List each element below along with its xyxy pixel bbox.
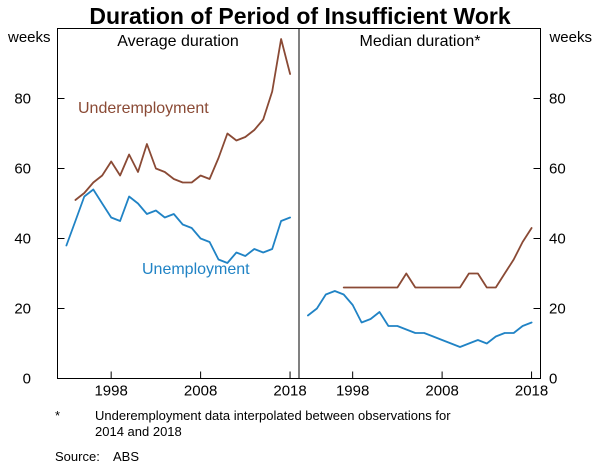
panel-label-median: Median duration*: [359, 33, 481, 50]
y-tick-label-left: 40: [14, 231, 31, 248]
y-tick-label-right: 0: [549, 371, 557, 388]
footnote-text-line2: 2014 and 2018: [95, 424, 182, 439]
y-tick-label-right: 20: [549, 301, 566, 318]
x-tick-label: 2008: [184, 383, 217, 400]
series-line-underemployment: [342, 227, 533, 289]
y-tick-label-right: 40: [549, 231, 566, 248]
y-tick-label-left: 20: [14, 301, 31, 318]
underemployment-label: Underemployment: [78, 100, 209, 117]
x-tick-label: 1998: [94, 383, 127, 400]
source-value: ABS: [113, 449, 140, 464]
unemployment-label: Unemployment: [142, 261, 250, 278]
y-axis-unit-left: weeks: [8, 29, 51, 46]
y-tick-label-left: 80: [14, 91, 31, 108]
series-line-unemployment: [306, 290, 533, 348]
x-tick-label: 2018: [515, 383, 548, 400]
y-axis-unit-right: weeks: [549, 29, 592, 46]
chart-title: Duration of Period of Insufficient Work: [89, 3, 511, 29]
panel-label-average: Average duration: [117, 33, 239, 50]
y-tick-label-right: 60: [549, 161, 566, 178]
x-tick-label: 1998: [336, 383, 369, 400]
x-tick-label: 2018: [273, 383, 306, 400]
footnote-text-line1: Underemployment data interpolated betwee…: [95, 408, 451, 423]
y-tick-label-right: 80: [549, 91, 566, 108]
y-tick-label-left: 60: [14, 161, 31, 178]
series-line-underemployment: [74, 38, 292, 201]
y-tick-label-left: 0: [23, 371, 31, 388]
series-line-unemployment: [65, 188, 292, 264]
footnote-marker: *: [55, 408, 61, 423]
source-label: Source:: [55, 449, 100, 464]
x-tick-label: 2008: [425, 383, 458, 400]
